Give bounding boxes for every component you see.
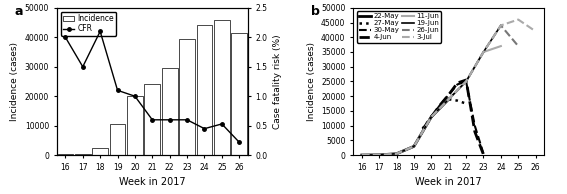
Bar	[162, 68, 177, 155]
X-axis label: Week in 2017: Week in 2017	[119, 177, 185, 187]
Y-axis label: Incidence (cases): Incidence (cases)	[307, 42, 315, 121]
Bar	[214, 20, 230, 155]
Legend: 22-May, 27-May, 30-May, 4-Jun, 11-Jun, 19-Jun, 26-Jun, 3-Jul: 22-May, 27-May, 30-May, 4-Jun, 11-Jun, 1…	[357, 11, 442, 42]
Bar	[197, 25, 212, 155]
Bar	[127, 96, 143, 155]
Bar	[92, 148, 108, 155]
Bar	[145, 84, 160, 155]
Text: b: b	[311, 5, 320, 18]
Bar	[58, 154, 73, 155]
Bar	[110, 124, 125, 155]
Bar	[75, 154, 91, 155]
Y-axis label: Incidence (cases): Incidence (cases)	[10, 42, 19, 121]
X-axis label: Week in 2017: Week in 2017	[416, 177, 482, 187]
Text: a: a	[15, 5, 23, 18]
Legend: Incidence, CFR: Incidence, CFR	[61, 12, 116, 36]
Bar	[179, 39, 195, 155]
Bar	[231, 33, 247, 155]
Y-axis label: Case fatality risk (%): Case fatality risk (%)	[273, 34, 282, 129]
